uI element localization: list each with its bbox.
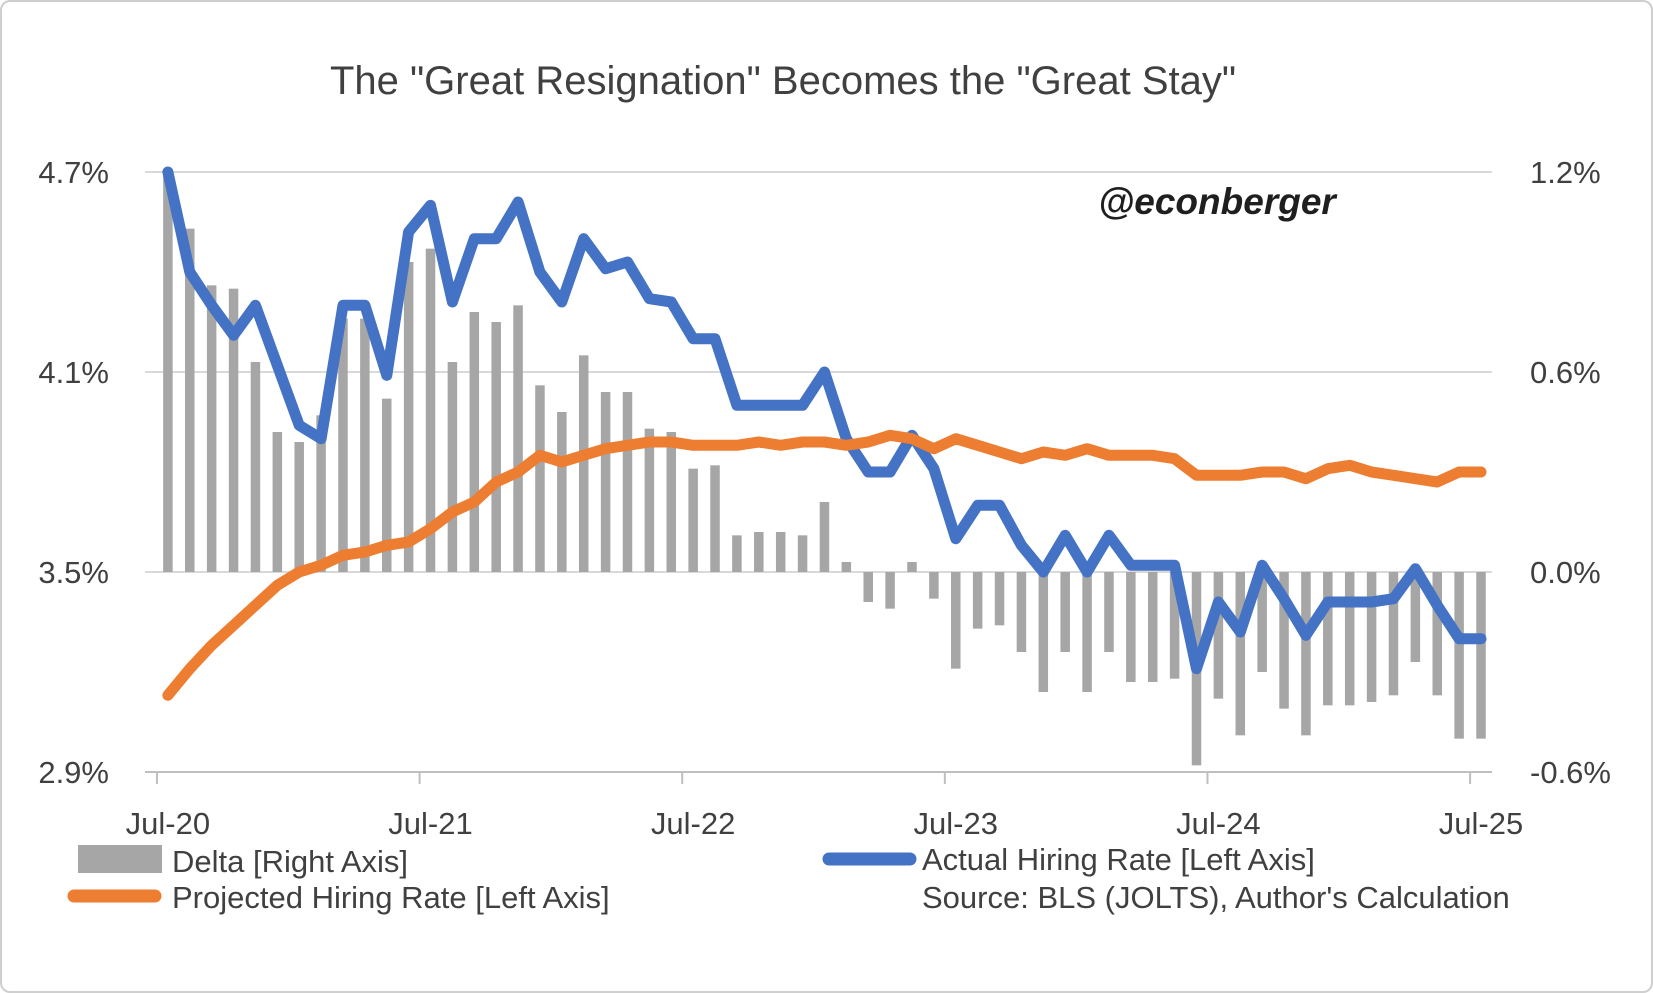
- delta-bar: [578, 355, 589, 572]
- delta-bar: [1016, 572, 1027, 652]
- delta-bar: [360, 318, 370, 572]
- delta-bar: [1147, 572, 1158, 682]
- x-axis-tick-label: Jul-21: [388, 806, 472, 841]
- delta-bar: [469, 312, 480, 572]
- delta-bar: [228, 288, 239, 572]
- delta-bar: [1432, 572, 1442, 696]
- delta-bar: [754, 532, 764, 572]
- legend-actual-label: Actual Hiring Rate [Left Axis]: [922, 842, 1315, 877]
- delta-bar: [644, 428, 655, 572]
- delta-bar: [1126, 572, 1136, 682]
- left-axis-tick-label: 3.5%: [38, 555, 109, 590]
- watermark: @econberger: [1098, 181, 1338, 222]
- delta-bar: [929, 572, 939, 599]
- delta-bar: [688, 468, 698, 572]
- delta-bar: [1279, 572, 1289, 709]
- delta-bar: [206, 285, 217, 572]
- projected-line: [162, 429, 1487, 701]
- legend-delta-swatch: [78, 845, 162, 873]
- delta-bar: [535, 385, 545, 572]
- legend-delta-label: Delta [Right Axis]: [172, 844, 408, 879]
- delta-bar: [1082, 572, 1092, 692]
- delta-bar: [403, 262, 414, 572]
- delta-bar: [1038, 572, 1049, 692]
- source-note: Source: BLS (JOLTS), Author's Calculatio…: [922, 880, 1510, 915]
- delta-bar: [250, 362, 261, 572]
- delta-bar: [732, 535, 742, 572]
- delta-bar: [666, 432, 677, 572]
- delta-bar: [1410, 572, 1421, 662]
- x-axis-tick-label: Jul-25: [1439, 806, 1523, 841]
- delta-bar: [797, 535, 808, 572]
- x-axis-tick-label: Jul-20: [126, 806, 210, 841]
- delta-bar: [338, 318, 348, 572]
- delta-bar: [885, 572, 895, 609]
- delta-bar: [1213, 572, 1224, 699]
- right-axis-tick-label: -0.6%: [1530, 755, 1611, 790]
- legend: Delta [Right Axis] Actual Hiring Rate [L…: [67, 842, 1510, 915]
- delta-bar: [841, 562, 852, 572]
- left-axis-tick-label: 4.7%: [38, 155, 109, 190]
- right-axis-tick-label: 1.2%: [1530, 155, 1601, 190]
- delta-bar: [447, 362, 458, 572]
- delta-bar: [775, 532, 786, 572]
- delta-bar: [1060, 572, 1070, 652]
- delta-bar: [600, 392, 611, 572]
- delta-bar: [710, 465, 720, 572]
- delta-bar: [1323, 572, 1333, 706]
- legend-projected-label: Projected Hiring Rate [Left Axis]: [172, 880, 610, 915]
- right-axis-tick-label: 0.0%: [1530, 555, 1601, 590]
- delta-bar: [513, 305, 523, 572]
- delta-bar: [272, 432, 283, 572]
- delta-bar: [491, 322, 501, 572]
- delta-bar: [316, 415, 326, 572]
- delta-bar: [185, 228, 195, 572]
- delta-bar: [1344, 572, 1355, 706]
- delta-bar: [972, 572, 983, 629]
- delta-bar: [163, 175, 173, 573]
- left-axis-tick-label: 4.1%: [38, 355, 109, 390]
- delta-bar: [1169, 572, 1180, 679]
- delta-bar: [1454, 572, 1464, 739]
- x-axis-tick-label: Jul-24: [1176, 806, 1260, 841]
- delta-bar: [1235, 572, 1246, 736]
- delta-bar: [819, 502, 830, 572]
- delta-bar: [294, 442, 304, 572]
- delta-bar: [951, 572, 961, 669]
- actual-line: [162, 166, 1487, 675]
- left-axis-tick-label: 2.9%: [38, 755, 109, 790]
- delta-bar: [907, 562, 917, 572]
- delta-bar: [994, 572, 1005, 626]
- delta-bar: [1257, 572, 1267, 672]
- x-axis-tick-label: Jul-22: [651, 806, 735, 841]
- delta-bar: [1104, 572, 1114, 652]
- delta-bar: [1301, 572, 1311, 736]
- delta-bar: [863, 572, 873, 602]
- delta-bar: [1476, 572, 1486, 739]
- delta-bar: [425, 248, 436, 572]
- delta-bar: [557, 412, 567, 572]
- delta-bar: [382, 398, 392, 572]
- chart-title: The "Great Resignation" Becomes the "Gre…: [330, 59, 1236, 103]
- delta-bar: [622, 392, 633, 572]
- right-axis-tick-label: 0.6%: [1530, 355, 1601, 390]
- plot-area: 4.7% 4.1% 3.5% 2.9% 1.2% 0.6% 0.0% -0.6% Jul-20 J…: [38, 155, 1611, 841]
- delta-bar: [1366, 572, 1377, 702]
- delta-bar: [1388, 572, 1399, 696]
- x-axis-tick-label: Jul-23: [914, 806, 998, 841]
